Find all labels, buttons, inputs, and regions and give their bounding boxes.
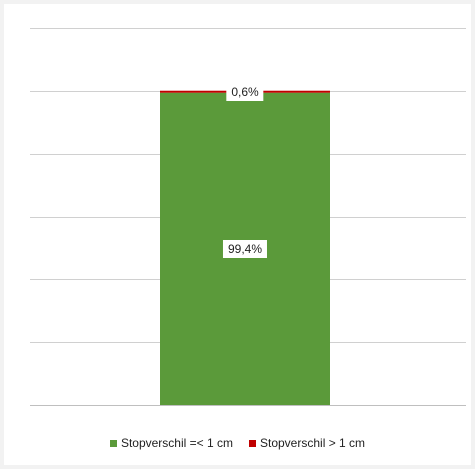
legend-item-series-0: Stopverschil =< 1 cm bbox=[109, 436, 233, 450]
legend-label-series-1: Stopverschil > 1 cm bbox=[260, 436, 366, 450]
legend-swatch-series-0 bbox=[109, 439, 117, 447]
chart-area: 99,4% 0,6% Stopverschil =< 1 cm Stopversc… bbox=[4, 4, 471, 465]
data-label-series-0: 99,4% bbox=[222, 239, 268, 258]
legend-label-series-0: Stopverschil =< 1 cm bbox=[120, 436, 233, 450]
chart-legend: Stopverschil =< 1 cm Stopverschil > 1 cm bbox=[4, 436, 471, 450]
chart-plot bbox=[30, 28, 466, 406]
legend-swatch-series-1 bbox=[249, 439, 256, 447]
legend-item-series-1: Stopverschil > 1 cm bbox=[249, 436, 365, 450]
data-label-series-1: 0,6% bbox=[226, 82, 264, 101]
